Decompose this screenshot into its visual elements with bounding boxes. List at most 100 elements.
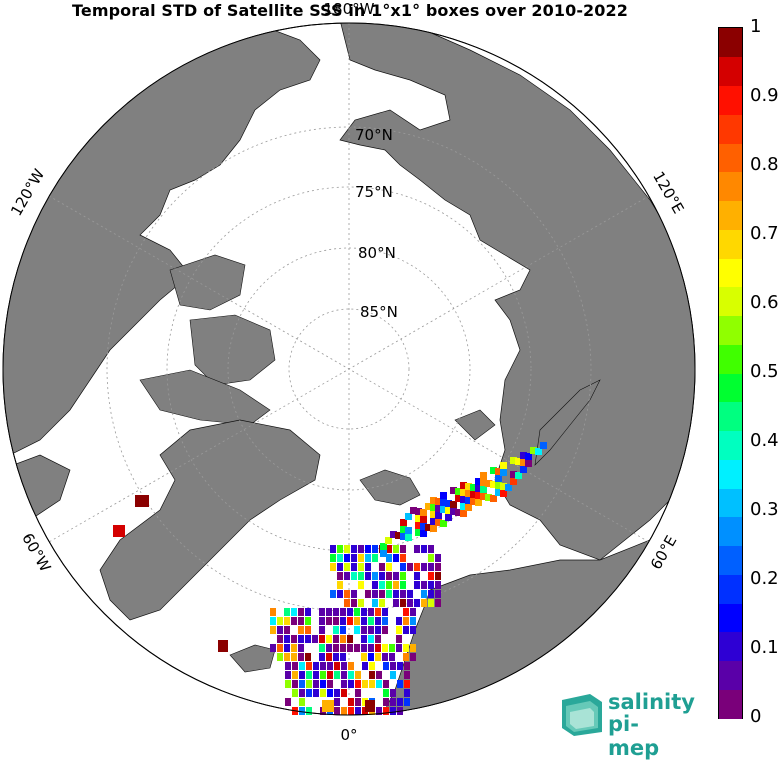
colorbar-segment bbox=[719, 401, 742, 432]
sss-cell bbox=[383, 707, 389, 715]
sss-cell bbox=[347, 608, 353, 616]
sss-cell bbox=[277, 635, 283, 643]
sss-cell bbox=[393, 554, 399, 562]
sss-cell bbox=[298, 635, 304, 643]
sss-cell bbox=[410, 617, 416, 625]
sss-cell bbox=[414, 563, 420, 571]
sss-cell bbox=[330, 554, 336, 562]
colorbar-segment bbox=[719, 258, 742, 288]
sss-cell bbox=[277, 653, 283, 661]
lat-label-70n: 70°N bbox=[355, 126, 393, 144]
sss-cell bbox=[495, 489, 502, 496]
sss-cell bbox=[330, 545, 336, 553]
sss-cell bbox=[348, 680, 354, 688]
sss-cell bbox=[340, 653, 346, 661]
sss-cell bbox=[361, 608, 367, 616]
sss-cell bbox=[358, 581, 364, 589]
sss-cell bbox=[407, 599, 413, 607]
sss-cell bbox=[400, 563, 406, 571]
sss-cell bbox=[362, 662, 368, 670]
sss-cell bbox=[390, 698, 396, 706]
sss-cell bbox=[380, 543, 387, 550]
sss-cell bbox=[470, 491, 477, 498]
sss-cell bbox=[333, 635, 339, 643]
sss-cell bbox=[376, 671, 382, 679]
sss-cell bbox=[404, 689, 410, 697]
colorbar-segment bbox=[719, 488, 742, 518]
sss-cell bbox=[362, 680, 368, 688]
sss-cell bbox=[535, 448, 542, 455]
sss-cell bbox=[355, 707, 361, 715]
sss-cell bbox=[299, 671, 305, 679]
sss-cell bbox=[383, 680, 389, 688]
sss-cell bbox=[395, 532, 402, 539]
lon-label-180w: 180°W bbox=[324, 0, 375, 18]
sss-cell bbox=[341, 662, 347, 670]
sss-cell bbox=[355, 689, 361, 697]
sss-cell bbox=[327, 662, 333, 670]
sss-cell bbox=[407, 590, 413, 598]
sss-cell bbox=[440, 492, 447, 499]
sss-cell bbox=[326, 635, 332, 643]
sss-cell bbox=[428, 590, 434, 598]
colorbar-segment bbox=[719, 574, 742, 604]
sss-cell bbox=[341, 671, 347, 679]
colorbar-segment bbox=[719, 631, 742, 662]
sss-cell bbox=[340, 635, 346, 643]
sss-cell bbox=[386, 545, 392, 553]
sss-cell bbox=[520, 459, 527, 466]
sss-cell bbox=[404, 671, 410, 679]
colorbar-segment bbox=[719, 171, 742, 202]
sss-cell bbox=[500, 490, 507, 497]
sss-cell bbox=[383, 689, 389, 697]
sss-cell bbox=[420, 523, 427, 530]
sss-cell bbox=[379, 563, 385, 571]
sss-cell bbox=[337, 590, 343, 598]
sss-cell bbox=[361, 617, 367, 625]
sss-cell bbox=[351, 599, 357, 607]
sss-cell bbox=[375, 644, 381, 652]
sss-cell bbox=[368, 617, 374, 625]
colorbar-tick-label: 0.8 bbox=[750, 154, 779, 175]
sss-cell bbox=[372, 590, 378, 598]
sss-cell bbox=[404, 680, 410, 688]
sss-cell bbox=[277, 626, 283, 634]
sss-cell bbox=[383, 662, 389, 670]
sss-cell bbox=[465, 504, 472, 511]
sss-cell bbox=[351, 563, 357, 571]
sss-cell bbox=[305, 608, 311, 616]
sss-cell bbox=[320, 662, 326, 670]
sss-cell bbox=[319, 635, 325, 643]
sss-cell bbox=[299, 680, 305, 688]
colorbar-segment bbox=[719, 459, 742, 489]
sss-cell bbox=[380, 550, 387, 557]
land-svalbard bbox=[359, 469, 421, 506]
sss-cell bbox=[337, 581, 343, 589]
sss-cell bbox=[460, 489, 467, 496]
sss-cell bbox=[277, 617, 283, 625]
sss-cell bbox=[500, 469, 507, 476]
sss-cell bbox=[382, 626, 388, 634]
sss-cell bbox=[460, 482, 467, 489]
sss-cell bbox=[475, 478, 482, 485]
sss-cell bbox=[410, 626, 416, 634]
sss-cell bbox=[485, 480, 492, 487]
sss-cell bbox=[292, 671, 298, 679]
sss-cell bbox=[277, 644, 283, 652]
sss-cell bbox=[421, 581, 427, 589]
sss-cell bbox=[500, 462, 507, 469]
sss-cell bbox=[284, 635, 290, 643]
sss-cell bbox=[430, 497, 437, 504]
sss-cell bbox=[415, 515, 422, 522]
colorbar-segment bbox=[719, 516, 742, 547]
sss-cell bbox=[470, 498, 477, 505]
sss-cell bbox=[354, 644, 360, 652]
sss-cell bbox=[415, 522, 422, 529]
sss-cell bbox=[520, 452, 527, 459]
sss-cell bbox=[319, 653, 325, 661]
sss-cell bbox=[407, 563, 413, 571]
sss-cell bbox=[450, 508, 457, 515]
sss-cell bbox=[435, 554, 441, 562]
sss-cell bbox=[337, 563, 343, 571]
